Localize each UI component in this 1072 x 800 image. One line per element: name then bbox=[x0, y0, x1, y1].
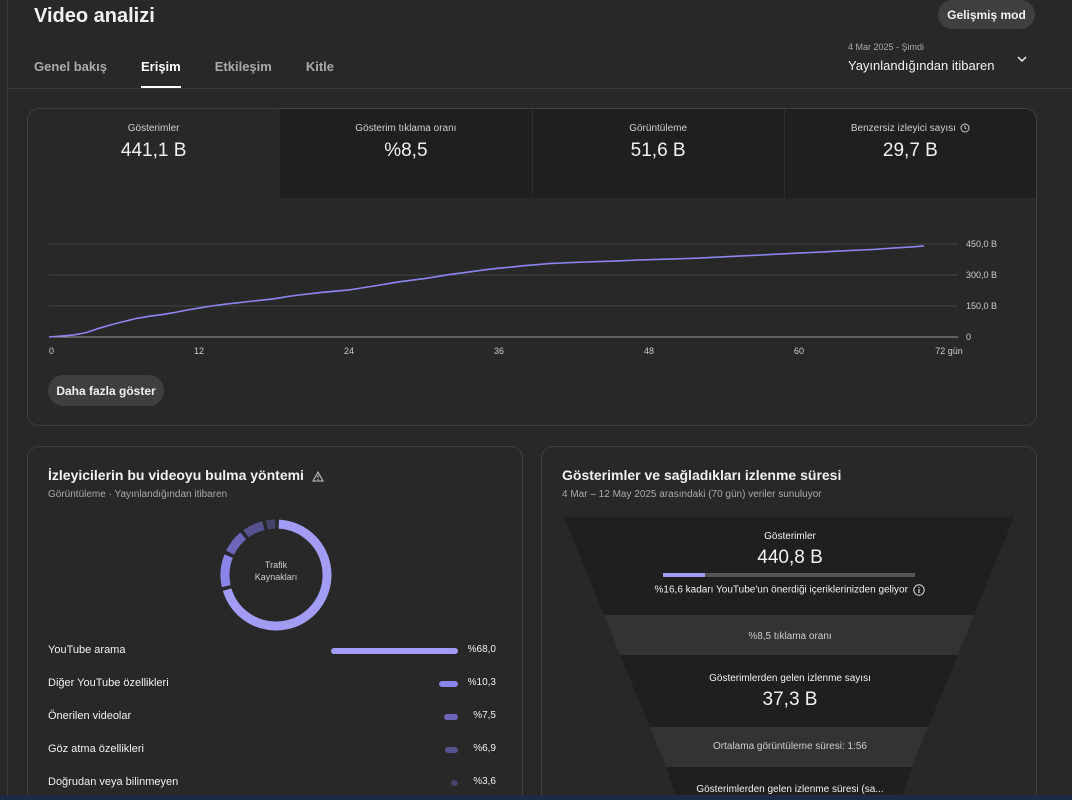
x-tick-label: 72 gün bbox=[935, 346, 963, 356]
impressions-line bbox=[48, 245, 925, 338]
traffic-source-name: Önerilen videolar bbox=[48, 710, 132, 722]
donut-slice bbox=[266, 519, 276, 530]
donut-slice bbox=[220, 554, 233, 588]
traffic-donut-chart bbox=[220, 519, 332, 631]
traffic-source-name: Göz atma özellikleri bbox=[48, 743, 144, 755]
traffic-source-percent: %10,3 bbox=[467, 677, 496, 688]
funnel-ctr-text: %8,5 tıklama oranı bbox=[748, 631, 832, 642]
donut-center-label: Trafik Kaynakları bbox=[236, 559, 316, 583]
clock-icon[interactable] bbox=[960, 123, 970, 133]
tab-bar: Genel bakış Erişim Etkileşim Kitle bbox=[34, 59, 368, 88]
funnel-recommended-text: %16,6 kadarı YouTube'un önerdiği içerikl… bbox=[542, 584, 1036, 596]
traffic-source-row[interactable]: Doğrudan veya bilinmeyen %3,6 bbox=[48, 776, 496, 792]
impressions-line-chart: 0 150,0 B 300,0 B 450,0 B 0 12 24 36 48 60 72 gün bbox=[48, 239, 997, 356]
traffic-source-bar bbox=[445, 747, 458, 753]
traffic-source-percent: %3,6 bbox=[473, 776, 496, 787]
traffic-source-percent: %7,5 bbox=[473, 710, 496, 721]
y-tick-label: 300,0 B bbox=[966, 270, 997, 280]
metric-views[interactable]: Görüntüleme 51,6 B bbox=[532, 109, 785, 198]
traffic-source-row[interactable]: Diğer YouTube özellikleri %10,3 bbox=[48, 677, 496, 693]
recommended-progress-fill bbox=[663, 573, 705, 577]
funnel-views-value: 37,3 B bbox=[762, 689, 818, 710]
date-range-dates: 4 Mar 2025 - Şimdi bbox=[848, 42, 925, 52]
y-tick-label: 0 bbox=[966, 332, 971, 342]
chevron-down-icon[interactable] bbox=[1016, 53, 1028, 65]
show-more-button[interactable]: Daha fazla göster bbox=[48, 375, 164, 406]
traffic-source-bar bbox=[451, 780, 458, 786]
traffic-source-percent: %6,9 bbox=[473, 743, 496, 754]
x-tick-label: 36 bbox=[494, 346, 504, 356]
tab-engagement[interactable]: Etkileşim bbox=[214, 59, 272, 74]
impressions-funnel-card: Gösterimler ve sağladıkları izlenme süre… bbox=[541, 446, 1037, 800]
metric-value: 29,7 B bbox=[882, 140, 938, 161]
metric-unique-viewers[interactable]: Benzersiz izleyici sayısı 29,7 B bbox=[784, 109, 1036, 198]
x-tick-label: 48 bbox=[644, 346, 654, 356]
traffic-source-row[interactable]: Önerilen videolar %7,5 bbox=[48, 710, 496, 726]
advanced-mode-button[interactable]: Gelişmiş mod bbox=[938, 0, 1035, 29]
metric-value: 51,6 B bbox=[630, 140, 686, 161]
traffic-sources-title: İzleyicilerin bu videoyu bulma yöntemi bbox=[48, 467, 324, 483]
recommended-progress-bar bbox=[663, 573, 915, 577]
os-taskbar bbox=[0, 795, 1072, 800]
traffic-sources-title-text: İzleyicilerin bu videoyu bulma yöntemi bbox=[48, 467, 304, 483]
funnel-impressions-label: Gösterimler bbox=[764, 531, 816, 542]
metric-label-text: Benzersiz izleyici sayısı bbox=[850, 123, 956, 134]
funnel-impressions-value: 440,8 B bbox=[757, 547, 823, 568]
funnel-title: Gösterimler ve sağladıkları izlenme süre… bbox=[562, 467, 842, 483]
x-tick-label: 60 bbox=[794, 346, 804, 356]
traffic-sources-subtitle: Görüntüleme · Yayınlandığından itibaren bbox=[48, 489, 228, 500]
x-tick-label: 12 bbox=[194, 346, 204, 356]
funnel-shape bbox=[564, 517, 1014, 800]
donut-slice bbox=[226, 532, 247, 555]
traffic-sources-card: İzleyicilerin bu videoyu bulma yöntemi G… bbox=[27, 446, 523, 800]
traffic-source-name: Doğrudan veya bilinmeyen bbox=[48, 776, 179, 788]
metric-value: %8,5 bbox=[384, 140, 428, 161]
tab-overview[interactable]: Genel bakış bbox=[34, 59, 107, 74]
warning-icon[interactable] bbox=[311, 470, 324, 482]
traffic-source-name: Diğer YouTube özellikleri bbox=[48, 677, 169, 689]
tab-audience[interactable]: Kitle bbox=[305, 59, 334, 74]
left-divider bbox=[7, 0, 8, 800]
reach-card: Gösterimler 441,1 B Gösterim tıklama ora… bbox=[27, 108, 1037, 426]
metric-label: Benzersiz izleyici sayısı bbox=[785, 123, 1036, 134]
donut-slice bbox=[243, 521, 265, 538]
x-tick-label: 24 bbox=[344, 346, 354, 356]
traffic-source-name: YouTube arama bbox=[48, 644, 126, 656]
date-range-selector[interactable]: 4 Mar 2025 - Şimdi Yayınlandığından itib… bbox=[848, 42, 994, 73]
funnel-subtitle: 4 Mar – 12 May 2025 arasındaki (70 gün) … bbox=[562, 489, 822, 500]
info-icon[interactable] bbox=[913, 584, 926, 596]
traffic-source-row[interactable]: YouTube arama %68,0 bbox=[48, 644, 496, 660]
metric-row: Gösterimler 441,1 B Gösterim tıklama ora… bbox=[28, 109, 1036, 198]
donut-slice bbox=[222, 519, 332, 631]
tab-reach[interactable]: Erişim bbox=[140, 59, 181, 88]
funnel-views-label: Gösterimlerden gelen izlenme sayısı bbox=[709, 673, 871, 684]
traffic-source-bar bbox=[331, 648, 458, 654]
tab-divider bbox=[8, 88, 1072, 89]
donut-center-text: Trafik Kaynakları bbox=[254, 560, 298, 582]
y-tick-label: 450,0 B bbox=[966, 239, 997, 249]
date-range-label: Yayınlandığından itibaren bbox=[848, 58, 995, 73]
metric-label: Görüntüleme bbox=[629, 123, 688, 134]
traffic-source-row[interactable]: Göz atma özellikleri %6,9 bbox=[48, 743, 496, 759]
metric-label: Gösterimler bbox=[127, 123, 180, 134]
metric-value: 441,1 B bbox=[120, 140, 187, 161]
page-title: Video analizi bbox=[34, 5, 155, 27]
x-tick-label: 0 bbox=[49, 346, 54, 356]
funnel-watch-time-label: Gösterimlerden gelen izlenme süresi (sa.… bbox=[696, 784, 884, 795]
metric-impressions[interactable]: Gösterimler 441,1 B bbox=[28, 109, 281, 198]
traffic-source-percent: %68,0 bbox=[467, 644, 496, 655]
metric-ctr[interactable]: Gösterim tıklama oranı %8,5 bbox=[280, 109, 533, 198]
traffic-source-bar bbox=[443, 714, 458, 720]
traffic-source-bar bbox=[438, 681, 458, 687]
funnel-recommended-label: %16,6 kadarı YouTube'un önerdiği içerikl… bbox=[654, 584, 908, 596]
metric-label: Gösterim tıklama oranı bbox=[355, 123, 457, 134]
funnel-avg-duration: Ortalama görüntüleme süresi: 1:56 bbox=[713, 741, 867, 752]
y-tick-label: 150,0 B bbox=[966, 301, 997, 311]
